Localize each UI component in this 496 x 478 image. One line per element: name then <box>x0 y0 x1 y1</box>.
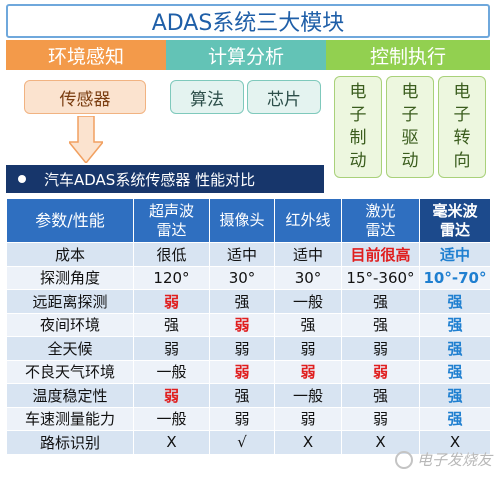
table-cell: 强 <box>133 312 210 337</box>
table-cell: 弱 <box>341 406 420 431</box>
brake-char: 制 <box>349 128 367 148</box>
header-cell: 参数/性能 <box>6 198 134 243</box>
sensor-comparison-table: 参数/性能 超声波 雷达 摄像头 红外线 激光 雷达 毫米波 雷达 成本 很低 适中 适中目… <box>6 198 491 455</box>
category-perception: 环境感知 <box>6 40 166 70</box>
section-banner: 汽车ADAS系统传感器 性能对比 <box>6 165 324 193</box>
table-cell: 强 <box>341 312 420 337</box>
watermark-logo-icon <box>394 450 413 469</box>
table-cell: 30° <box>209 265 275 290</box>
row-label: 全天候 <box>6 336 134 361</box>
row-label: 车速测量能力 <box>6 406 134 431</box>
table-cell: 弱 <box>209 406 275 431</box>
table-cell: 强 <box>274 312 342 337</box>
table-row: 温度稳定性弱强一般强强 <box>6 383 491 408</box>
brake-char: 电 <box>349 82 367 102</box>
table-cell: 强 <box>419 312 491 337</box>
sensor-box: 传感器 <box>24 80 146 114</box>
table-cell: 强 <box>341 383 420 408</box>
row-label: 成本 <box>6 242 134 267</box>
page-title: ADAS系统三大模块 <box>6 4 490 38</box>
algorithm-box: 算法 <box>170 80 244 114</box>
drive-char: 电 <box>401 82 419 102</box>
table-cell: 15°-360° <box>341 265 420 290</box>
header-cell: 红外线 <box>274 198 342 243</box>
table-row: 路标识别 X √ X X X <box>6 430 491 455</box>
header-cell: 激光 雷达 <box>341 198 420 243</box>
chip-box: 芯片 <box>247 80 321 114</box>
category-compute: 计算分析 <box>166 40 326 70</box>
table-cell: X <box>133 430 210 455</box>
table-cell: 强 <box>419 383 491 408</box>
table-cell: 弱 <box>133 383 210 408</box>
table-row: 探测角度 120° 30° 30° 15°-360° 10°-70° <box>6 265 491 290</box>
table-cell: X <box>419 430 491 455</box>
table-cell: X <box>274 430 342 455</box>
bullet-icon <box>18 175 26 183</box>
electronic-brake-box: 电 子 制 动 <box>334 76 382 178</box>
drive-char: 子 <box>401 105 419 125</box>
table-row: 夜间环境强弱强强强 <box>6 312 491 337</box>
table-cell: 强 <box>209 289 275 314</box>
table-cell: 强 <box>209 383 275 408</box>
table-cell: 弱 <box>209 336 275 361</box>
table-cell: 弱 <box>341 359 420 384</box>
electronic-drive-box: 电 子 驱 动 <box>386 76 434 178</box>
electronic-steering-box: 电 子 转 向 <box>438 76 486 178</box>
drive-char: 动 <box>401 151 419 171</box>
table-cell: 10°-70° <box>419 265 491 290</box>
table-cell: 适中 <box>419 242 491 267</box>
table-cell: 适中 <box>274 242 342 267</box>
table-row: 远距离探测弱强一般强强 <box>6 289 491 314</box>
row-label: 不良天气环境 <box>6 359 134 384</box>
table-cell: 弱 <box>274 406 342 431</box>
down-arrow-icon <box>69 116 103 163</box>
steer-char: 向 <box>453 151 471 171</box>
row-label: 夜间环境 <box>6 312 134 337</box>
table-row: 车速测量能力 一般弱弱弱强 <box>6 406 491 431</box>
category-control: 控制执行 <box>326 40 490 70</box>
drive-char: 驱 <box>401 128 419 148</box>
watermark: 电子发烧友 <box>394 449 492 470</box>
brake-char: 动 <box>349 151 367 171</box>
table-cell: 强 <box>419 406 491 431</box>
brake-char: 子 <box>349 105 367 125</box>
table-cell: 120° <box>133 265 210 290</box>
steer-char: 转 <box>453 128 471 148</box>
row-label: 路标识别 <box>6 430 134 455</box>
steer-char: 电 <box>453 82 471 102</box>
table-row: 成本 很低 适中 适中 目前很高 适中 <box>6 242 491 267</box>
table-row: 全天候弱弱弱弱强 <box>6 336 491 361</box>
table-cell: 弱 <box>341 336 420 361</box>
table-cell: √ <box>209 430 275 455</box>
row-label: 温度稳定性 <box>6 383 134 408</box>
row-label: 远距离探测 <box>6 289 134 314</box>
header-cell: 超声波 雷达 <box>133 198 210 243</box>
section-title: 汽车ADAS系统传感器 性能对比 <box>44 170 256 189</box>
table-cell: 强 <box>419 289 491 314</box>
table-cell: 弱 <box>133 336 210 361</box>
table-cell: 强 <box>419 336 491 361</box>
table-cell: 30° <box>274 265 342 290</box>
table-cell: 一般 <box>274 383 342 408</box>
table-cell: 弱 <box>274 359 342 384</box>
header-cell: 毫米波 雷达 <box>419 198 491 243</box>
header-cell: 摄像头 <box>209 198 275 243</box>
row-label: 探测角度 <box>6 265 134 290</box>
table-cell: 一般 <box>274 289 342 314</box>
table-cell: 目前很高 <box>341 242 420 267</box>
table-cell: 弱 <box>274 336 342 361</box>
table-cell: 弱 <box>209 359 275 384</box>
table-header-row: 参数/性能 超声波 雷达 摄像头 红外线 激光 雷达 毫米波 雷达 <box>6 198 491 243</box>
table-cell: 弱 <box>209 312 275 337</box>
table-cell: 适中 <box>209 242 275 267</box>
table-cell: 一般 <box>133 359 210 384</box>
table-cell: 弱 <box>133 289 210 314</box>
table-cell: 强 <box>341 289 420 314</box>
steer-char: 子 <box>453 105 471 125</box>
table-row: 不良天气环境 一般弱弱弱强 <box>6 359 491 384</box>
table-cell: 强 <box>419 359 491 384</box>
table-cell: 很低 <box>133 242 210 267</box>
table-cell: 一般 <box>133 406 210 431</box>
watermark-text: 电子发烧友 <box>416 451 492 469</box>
